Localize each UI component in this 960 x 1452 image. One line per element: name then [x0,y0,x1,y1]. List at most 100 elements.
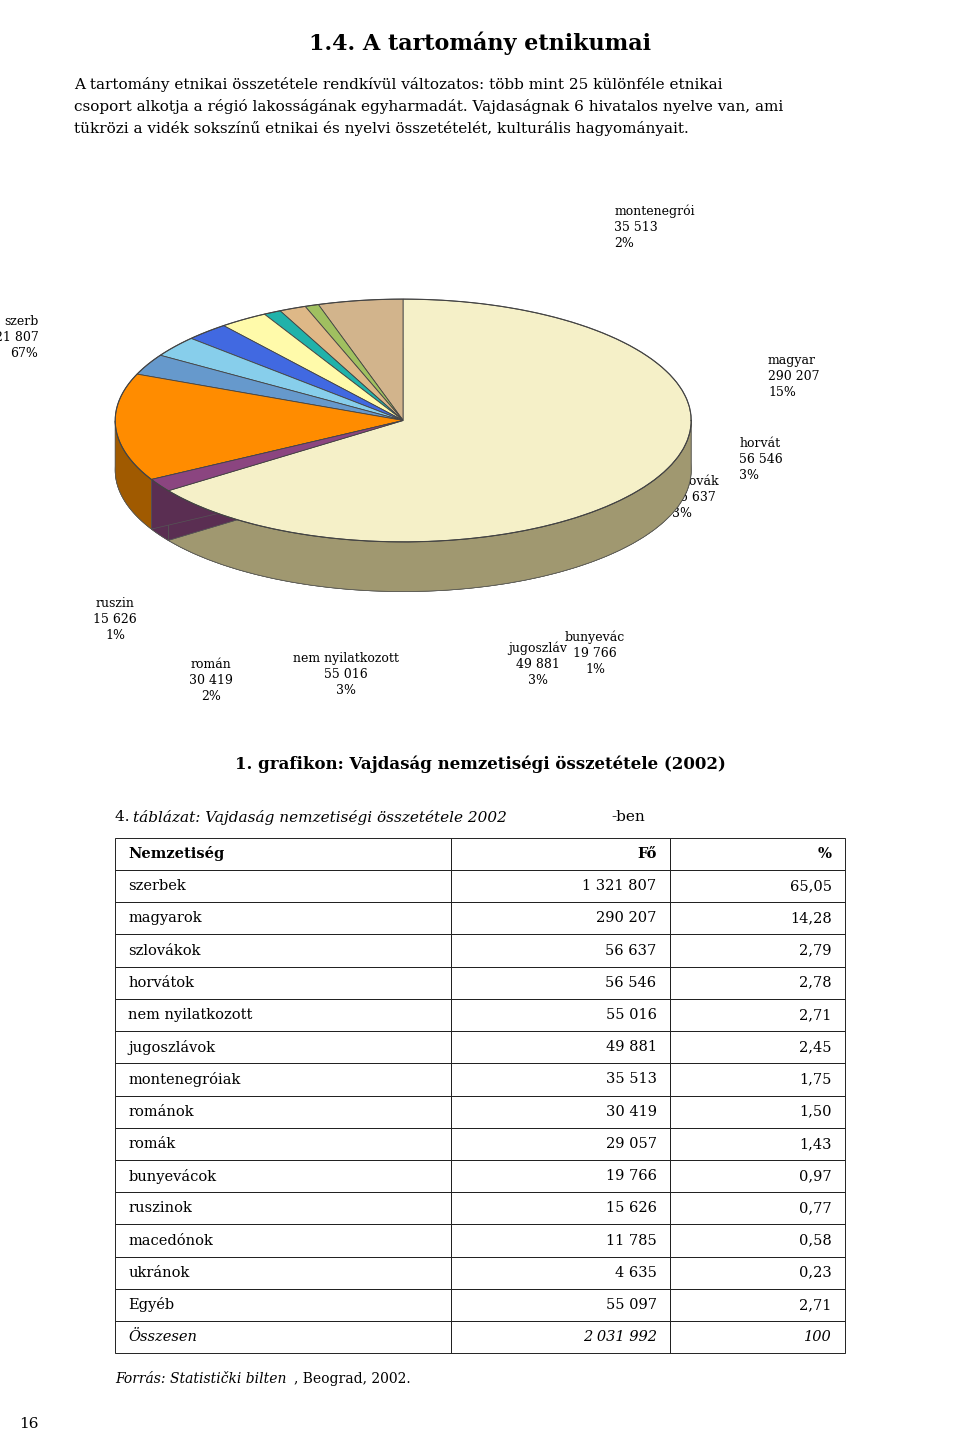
Polygon shape [264,311,403,421]
Bar [451,1321,670,1353]
Polygon shape [168,299,691,542]
Text: 16: 16 [19,1417,38,1432]
Bar [451,1160,670,1192]
Bar [451,1031,670,1063]
Bar [670,1192,845,1224]
Bar [670,935,845,967]
Text: 2,71: 2,71 [800,1008,831,1022]
Bar [670,967,845,999]
Text: 2,45: 2,45 [799,1040,831,1054]
Bar [115,1031,451,1063]
Text: ukránok: ukránok [129,1266,190,1279]
Text: 2 031 992: 2 031 992 [583,1330,657,1345]
Text: 55 097: 55 097 [606,1298,657,1313]
Bar [115,1289,451,1321]
Bar [115,1321,451,1353]
Text: magyarok: magyarok [129,912,202,925]
Text: Forrás:: Forrás: [115,1372,170,1387]
Text: 1 321 807: 1 321 807 [583,878,657,893]
Polygon shape [115,375,403,479]
Bar [115,1063,451,1095]
Text: montenegrói
35 513
2%: montenegrói 35 513 2% [614,205,695,250]
Bar [115,1160,451,1192]
Bar [451,1192,670,1224]
Text: A tartomány etnikai összetétele rendkívül változatos: több mint 25 különféle etn: A tartomány etnikai összetétele rendkívü… [74,77,783,136]
Bar [115,870,451,902]
Polygon shape [319,299,403,421]
Bar [115,1256,451,1289]
Text: Statistički bilten: Statistički bilten [170,1372,286,1387]
Bar [451,1128,670,1160]
Bar [451,1095,670,1128]
Text: 2,78: 2,78 [799,976,831,990]
Text: 1. grafikon: Vajdaság nemzetiségi összetétele (2002): 1. grafikon: Vajdaság nemzetiségi összet… [234,755,726,772]
Text: jugoszlávok: jugoszlávok [129,1040,215,1054]
Bar [115,838,451,870]
Text: 0,97: 0,97 [799,1169,831,1183]
Text: 2,79: 2,79 [799,944,831,957]
Polygon shape [305,305,403,421]
Polygon shape [152,479,168,540]
Text: 100: 100 [804,1330,831,1345]
Text: 15 626: 15 626 [606,1201,657,1215]
Text: 56 546: 56 546 [606,976,657,990]
Bar [670,1289,845,1321]
Bar [115,1095,451,1128]
Text: 56 637: 56 637 [606,944,657,957]
Text: nem nyilatkozott
55 016
3%: nem nyilatkozott 55 016 3% [293,652,398,697]
Text: romák: romák [129,1137,176,1151]
Text: 0,77: 0,77 [799,1201,831,1215]
Text: horvát
56 546
3%: horvát 56 546 3% [739,437,783,482]
Bar [451,999,670,1031]
Bar [670,902,845,935]
Text: 0,58: 0,58 [799,1234,831,1247]
Text: 11 785: 11 785 [606,1234,657,1247]
Text: ruszin
15 626
1%: ruszin 15 626 1% [93,597,137,642]
Polygon shape [280,306,403,421]
Bar [670,1095,845,1128]
Bar [115,902,451,935]
Text: 1,50: 1,50 [799,1105,831,1118]
Text: 2,71: 2,71 [800,1298,831,1313]
Text: románok: románok [129,1105,194,1118]
Bar [451,838,670,870]
Text: 290 207: 290 207 [596,912,657,925]
Bar [670,1063,845,1095]
Text: 29 057: 29 057 [606,1137,657,1151]
Polygon shape [115,348,691,591]
Bar [670,1256,845,1289]
Text: 1,43: 1,43 [799,1137,831,1151]
Bar [451,1063,670,1095]
Text: 4 635: 4 635 [614,1266,657,1279]
Bar [451,1256,670,1289]
Bar [115,1128,451,1160]
Polygon shape [115,421,152,529]
Polygon shape [137,356,403,421]
Bar [670,838,845,870]
Bar [670,1321,845,1353]
Polygon shape [160,338,403,421]
Bar [115,1224,451,1256]
Bar [451,870,670,902]
Text: %: % [818,847,831,861]
Bar [670,1128,845,1160]
Text: 35 513: 35 513 [606,1073,657,1086]
Text: -ben: -ben [612,810,645,825]
Text: 30 419: 30 419 [606,1105,657,1118]
Bar [670,999,845,1031]
Text: Fő: Fő [637,847,657,861]
Polygon shape [168,424,691,591]
Text: magyar
290 207
15%: magyar 290 207 15% [768,354,820,399]
Bar [670,1160,845,1192]
Bar [115,1192,451,1224]
Polygon shape [152,421,403,491]
Text: táblázat: Vajdaság nemzetiségi összetétele 2002: táblázat: Vajdaság nemzetiségi összetéte… [133,810,507,825]
Bar [670,1031,845,1063]
Text: 1.4. A tartomány etnikumai: 1.4. A tartomány etnikumai [309,32,651,55]
Text: 65,05: 65,05 [790,878,831,893]
Text: nem nyilatkozott: nem nyilatkozott [129,1008,252,1022]
Bar [115,935,451,967]
Bar [451,1289,670,1321]
Text: bunyevácok: bunyevácok [129,1169,216,1183]
Text: Összesen: Összesen [129,1330,197,1345]
